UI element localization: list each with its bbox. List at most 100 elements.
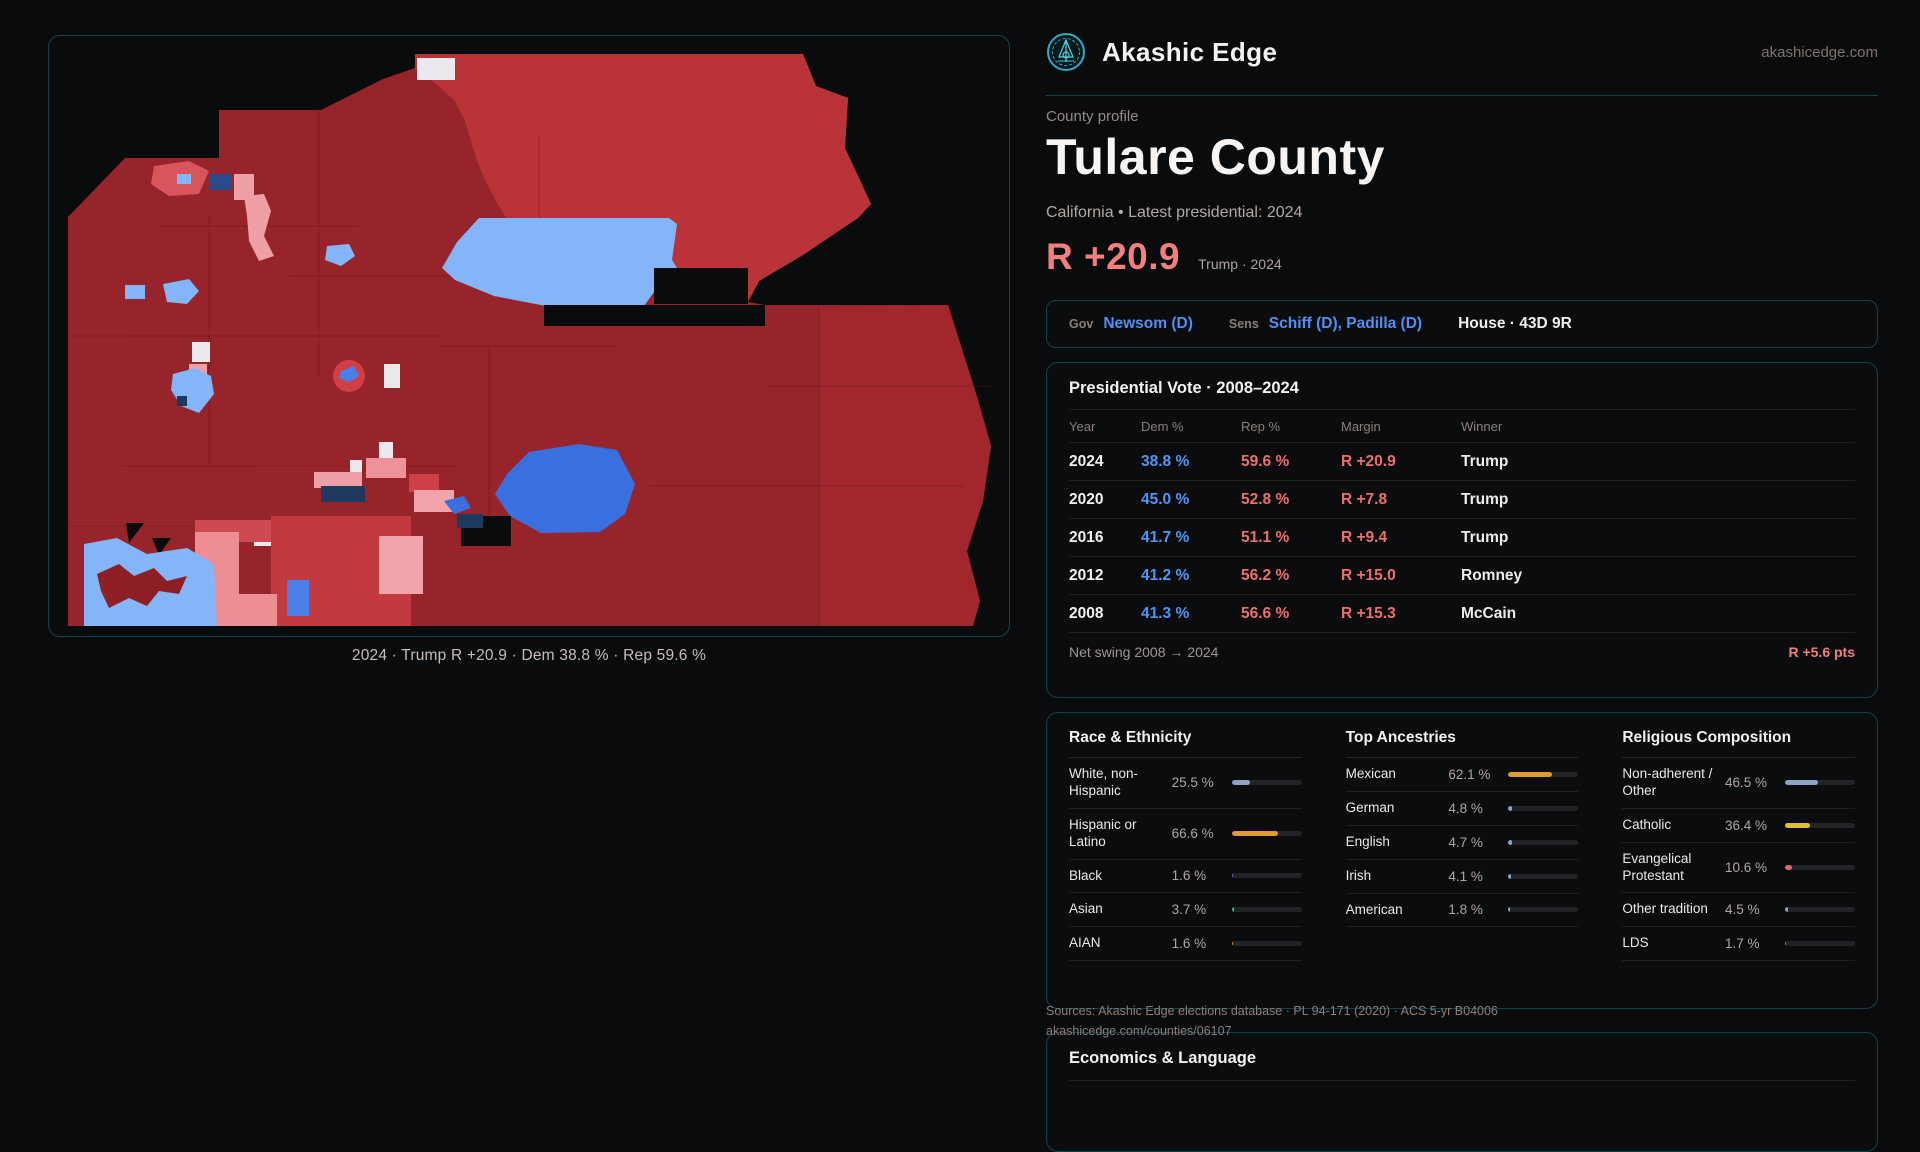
cell-mar: R +20.9 bbox=[1341, 453, 1396, 470]
demo-label: Asian bbox=[1069, 901, 1103, 917]
presidential-row-2016: 2016 41.7 % 51.1 % R +9.4 Trump bbox=[1069, 519, 1855, 557]
eyebrow-label: County profile bbox=[1046, 108, 1139, 125]
demo-bar-fill bbox=[1508, 771, 1552, 777]
demo-bar-track bbox=[1231, 831, 1302, 837]
col-rep: Rep % bbox=[1241, 419, 1281, 434]
governor-link[interactable]: Newsom (D) bbox=[1103, 315, 1193, 332]
religion-rows: Non-adherent / Other 46.5 % Catholic 36.4 %… bbox=[1622, 758, 1855, 962]
cell-yr: 2012 bbox=[1069, 567, 1104, 584]
demo-bar-track bbox=[1231, 941, 1302, 947]
demo-value: 1.7 % bbox=[1725, 936, 1760, 952]
presidential-row-2012: 2012 41.2 % 56.2 % R +15.0 Romney bbox=[1069, 557, 1855, 595]
demographics-panel: Race & Ethnicity White, non-Hispanic 25.5… bbox=[1046, 712, 1878, 1009]
presidential-vote-panel: Presidential Vote · 2008–2024 Year Dem %… bbox=[1046, 362, 1878, 698]
gov-label: Gov bbox=[1069, 317, 1094, 331]
demo-bar-fill bbox=[1785, 780, 1818, 786]
cell-rep: 52.8 % bbox=[1241, 491, 1290, 508]
page-subtitle: California • Latest presidential: 2024 bbox=[1046, 204, 1303, 221]
brand-domain-link[interactable]: akashicedge.com bbox=[1761, 43, 1878, 61]
cell-yr: 2024 bbox=[1069, 453, 1104, 470]
presidential-row-2020: 2020 45.0 % 52.8 % R +7.8 Trump bbox=[1069, 481, 1855, 519]
demo-value: 1.6 % bbox=[1171, 868, 1207, 884]
race-ethnicity-title: Race & Ethnicity bbox=[1069, 729, 1302, 758]
demo-row: Mexican 62.1 % bbox=[1345, 758, 1579, 792]
demo-row: Non-adherent / Other 46.5 % bbox=[1622, 758, 1855, 809]
demo-value: 3.7 % bbox=[1171, 902, 1207, 918]
net-swing-value: R +5.6 pts bbox=[1788, 644, 1855, 660]
page-title: Tulare County bbox=[1046, 129, 1385, 185]
demo-row: German 4.8 % bbox=[1345, 792, 1579, 826]
margin-context: Trump · 2024 bbox=[1198, 256, 1282, 272]
cell-win: Trump bbox=[1461, 453, 1509, 470]
demo-row: LDS 1.7 % bbox=[1622, 927, 1855, 962]
demo-value: 1.6 % bbox=[1171, 936, 1207, 952]
cell-dem: 41.7 % bbox=[1141, 529, 1190, 546]
economics-language-panel: Economics & Language bbox=[1046, 1032, 1878, 1152]
demo-label: Black bbox=[1069, 867, 1103, 883]
margin-value: R +20.9 bbox=[1046, 236, 1181, 277]
col-year: Year bbox=[1069, 419, 1096, 434]
sources-line-1: Sources: Akashic Edge elections database… bbox=[1046, 1004, 1498, 1018]
precinct-map[interactable] bbox=[59, 46, 999, 626]
house-delegation: House · 43D 9R bbox=[1458, 315, 1572, 332]
cell-rep: 56.2 % bbox=[1241, 567, 1290, 584]
map-caption: 2024 · Trump R +20.9 · Dem 38.8 % · Rep … bbox=[351, 647, 707, 664]
demo-row: Other tradition 4.5 % bbox=[1622, 893, 1855, 928]
presidential-panel-title: Presidential Vote · 2008–2024 bbox=[1069, 379, 1855, 410]
presidential-row-2008: 2008 41.3 % 56.6 % R +15.3 McCain bbox=[1069, 595, 1855, 633]
demo-bar-track bbox=[1508, 771, 1579, 777]
cell-yr: 2008 bbox=[1069, 605, 1104, 622]
demo-row: Black 1.6 % bbox=[1069, 860, 1302, 894]
demo-label: AIAN bbox=[1069, 935, 1101, 951]
demo-bar-track bbox=[1508, 839, 1579, 845]
header-divider bbox=[1046, 95, 1878, 96]
demo-bar-track bbox=[1231, 780, 1302, 786]
economics-language-title: Economics & Language bbox=[1069, 1049, 1855, 1081]
race-ethnicity-rows: White, non-Hispanic 25.5 % Hispanic or Lat… bbox=[1069, 758, 1302, 962]
cell-rep: 59.6 % bbox=[1241, 453, 1290, 470]
demo-label: English bbox=[1345, 833, 1390, 849]
demo-value: 62.1 % bbox=[1448, 766, 1491, 782]
senators-link[interactable]: Schiff (D), Padilla (D) bbox=[1268, 315, 1423, 332]
demo-bar-fill bbox=[1231, 941, 1233, 947]
demo-value: 4.5 % bbox=[1725, 902, 1760, 918]
cell-dem: 38.8 % bbox=[1141, 453, 1190, 470]
demo-label: White, non-Hispanic bbox=[1069, 766, 1139, 798]
demo-bar-fill bbox=[1785, 907, 1789, 913]
cell-win: Romney bbox=[1461, 567, 1523, 584]
demo-bar-fill bbox=[1508, 907, 1510, 913]
demo-bar-track bbox=[1785, 780, 1855, 786]
demo-value: 46.5 % bbox=[1725, 775, 1768, 791]
net-swing-label: Net swing 2008 → 2024 bbox=[1069, 644, 1219, 660]
col-margin: Margin bbox=[1341, 419, 1381, 434]
headline-margin: R +20.9 Trump · 2024 bbox=[1046, 236, 1282, 278]
demo-value: 25.5 % bbox=[1171, 775, 1214, 791]
cell-mar: R +7.8 bbox=[1341, 491, 1388, 508]
demo-row: AIAN 1.6 % bbox=[1069, 927, 1302, 962]
demo-bar-track bbox=[1508, 805, 1579, 811]
profile-column: Akashic Edge akashicedge.com County prof… bbox=[1046, 0, 1878, 1152]
akashic-edge-logo-icon bbox=[1047, 33, 1085, 71]
map-region-northeast bbox=[415, 54, 871, 302]
demo-label: Non-adherent / Other bbox=[1622, 766, 1713, 798]
demo-bar-track bbox=[1508, 907, 1579, 913]
cell-win: McCain bbox=[1461, 605, 1517, 622]
demo-value: 66.6 % bbox=[1171, 826, 1214, 842]
demo-label: Other tradition bbox=[1622, 901, 1708, 917]
demo-bar-fill bbox=[1508, 805, 1512, 811]
col-dem: Dem % bbox=[1141, 419, 1184, 434]
cell-yr: 2016 bbox=[1069, 529, 1104, 546]
precinct-map-panel bbox=[48, 35, 1010, 637]
cell-mar: R +15.0 bbox=[1341, 567, 1396, 584]
demo-bar-fill bbox=[1231, 873, 1233, 879]
demo-row: Evangelical Protestant 10.6 % bbox=[1622, 843, 1855, 894]
demo-bar-fill bbox=[1785, 941, 1787, 947]
demo-label: German bbox=[1345, 799, 1395, 815]
cell-dem: 45.0 % bbox=[1141, 491, 1190, 508]
net-swing-row: Net swing 2008 → 2024 R +5.6 pts bbox=[1069, 644, 1855, 660]
sources-line-2[interactable]: akashicedge.com/counties/06107 bbox=[1046, 1024, 1232, 1038]
cell-win: Trump bbox=[1461, 529, 1509, 546]
demo-bar-track bbox=[1231, 907, 1302, 913]
demo-value: 10.6 % bbox=[1725, 860, 1768, 875]
cell-yr: 2020 bbox=[1069, 491, 1104, 508]
